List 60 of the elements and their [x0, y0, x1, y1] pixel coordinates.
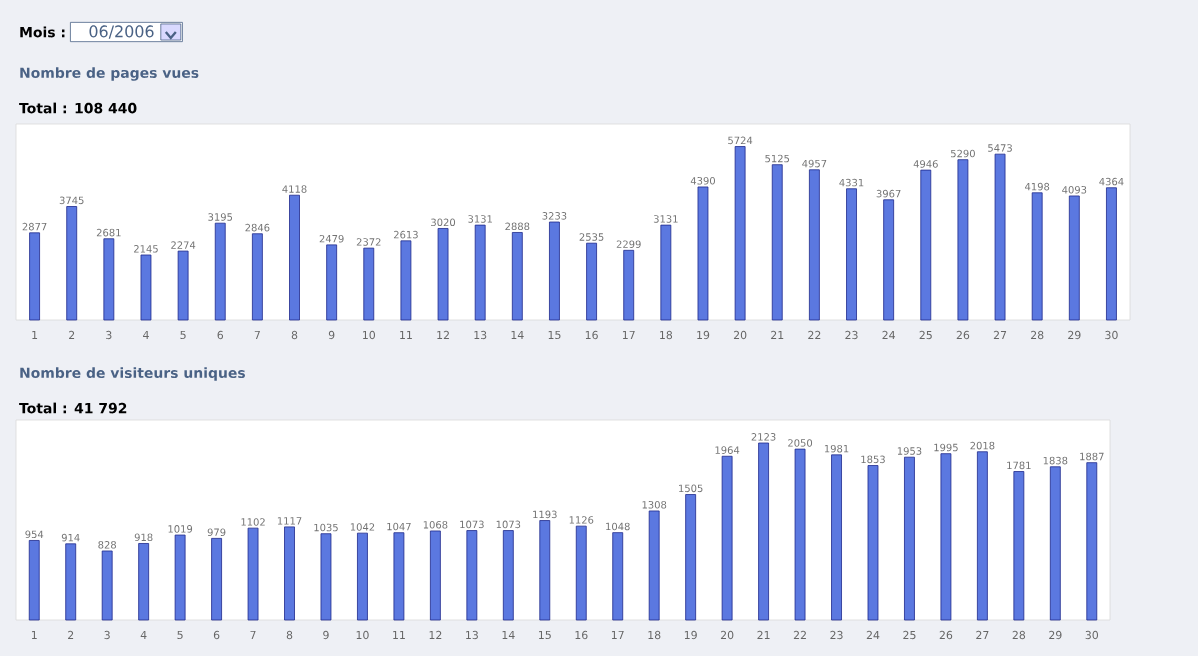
- bar: [400, 240, 412, 321]
- bar: [177, 250, 189, 321]
- bar: [549, 221, 560, 321]
- bar: [831, 454, 842, 621]
- bar: [1106, 187, 1117, 321]
- bar: [511, 232, 523, 321]
- bar: [326, 244, 338, 321]
- bar: [66, 206, 78, 321]
- bar: [771, 164, 783, 321]
- bar: [721, 455, 733, 621]
- bar: [363, 247, 375, 321]
- bar: [289, 194, 300, 321]
- bar: [575, 525, 587, 621]
- bar: [904, 456, 915, 621]
- bar: [437, 228, 449, 321]
- bar: [586, 242, 597, 321]
- bar: [65, 543, 77, 621]
- bar: [994, 153, 1006, 321]
- bar: [1086, 462, 1098, 621]
- bar: [28, 540, 40, 621]
- bar: [1031, 192, 1043, 321]
- bar: [214, 222, 226, 321]
- bar: [685, 494, 697, 621]
- bar: [357, 532, 368, 621]
- bar: [794, 448, 806, 621]
- bar: [976, 451, 988, 621]
- bar: [1049, 466, 1061, 621]
- bar: [1068, 195, 1080, 321]
- bar: [539, 520, 551, 621]
- bar: [174, 534, 186, 621]
- bar: [623, 249, 635, 321]
- bar: [660, 224, 672, 321]
- bar: [101, 550, 113, 621]
- bar: [103, 238, 115, 321]
- bar: [502, 530, 514, 621]
- bar: [140, 254, 152, 321]
- bar: [466, 530, 478, 621]
- bar: [758, 442, 769, 621]
- bar: [648, 510, 660, 621]
- bar: [1013, 471, 1025, 621]
- bar: [393, 532, 405, 621]
- bar: [247, 527, 259, 621]
- bar: [612, 532, 624, 621]
- bar: [320, 533, 332, 621]
- bar: [474, 224, 486, 321]
- bar: [957, 159, 969, 321]
- bar: [940, 453, 952, 621]
- bar: [211, 537, 222, 621]
- bar: [808, 169, 820, 321]
- bar: [867, 465, 879, 621]
- bar: [920, 169, 932, 321]
- bar: [251, 233, 263, 321]
- bar: [734, 146, 746, 321]
- bar: [284, 526, 295, 621]
- bar: [138, 543, 150, 621]
- bar: [846, 188, 857, 321]
- bar: [883, 199, 895, 321]
- bar: [697, 186, 709, 321]
- bar: [429, 530, 441, 621]
- bar: [29, 232, 40, 321]
